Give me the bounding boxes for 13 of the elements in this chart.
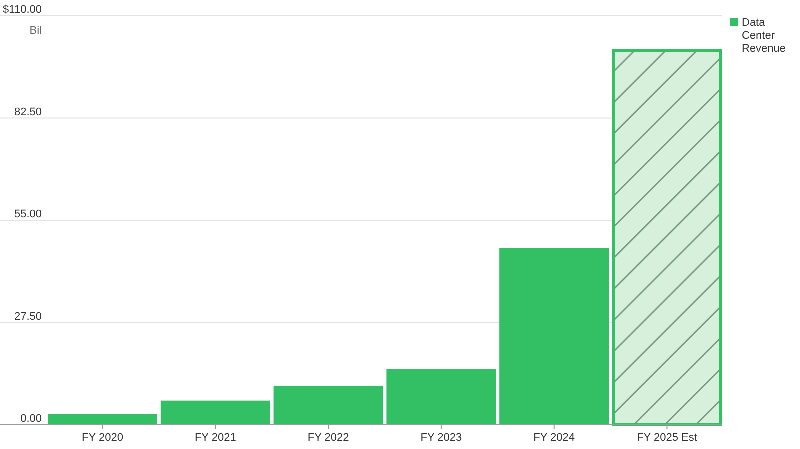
x-tick-label: FY 2022: [308, 432, 350, 444]
x-tick-label: FY 2021: [194, 432, 236, 444]
y-axis-title: Bil: [30, 25, 42, 37]
y-tick-label: 0.00: [20, 413, 42, 425]
x-tick-label: FY 2020: [82, 432, 124, 444]
y-tick-label: 27.50: [14, 310, 42, 323]
legend-label: Data Center Revenue: [742, 17, 786, 55]
x-tick-label: FY 2023: [420, 432, 462, 444]
x-tick-label: FY 2025 Est: [637, 432, 698, 444]
x-tick-label: FY 2024: [534, 432, 576, 444]
y-tick-label: 82.50: [14, 106, 42, 118]
y-tick-label: 55.00: [14, 208, 42, 220]
y-tick-label: $110.00: [3, 4, 42, 16]
